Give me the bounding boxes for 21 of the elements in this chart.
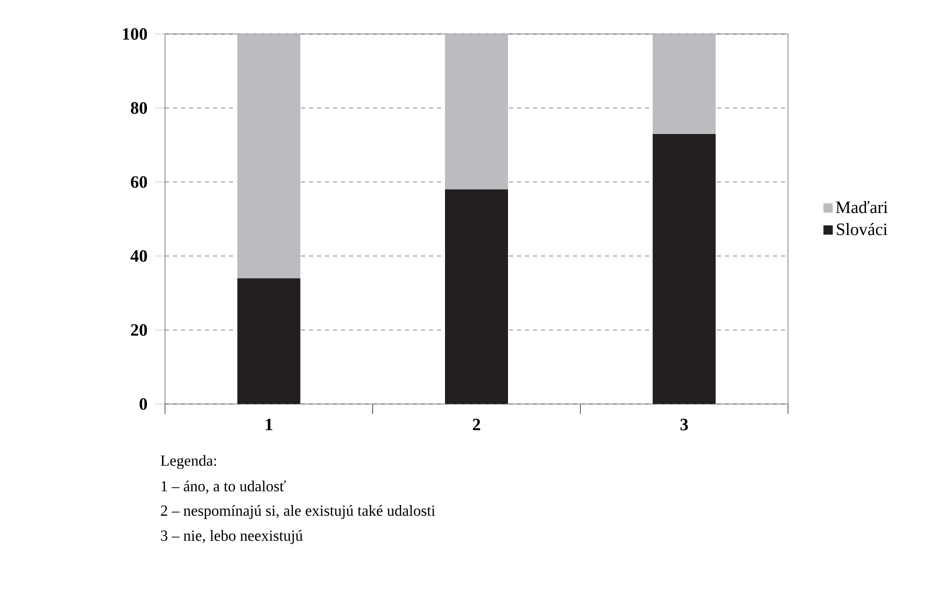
- bar: [445, 34, 508, 190]
- text: 2 – nespomínajú si, ale existujú také udalosti: [160, 505, 436, 519]
- text: Legenda:: [160, 455, 216, 469]
- x-tick-label: 1: [266, 418, 272, 430]
- text: 1 – áno, a to udalosť: [162, 480, 286, 494]
- bar: [237, 278, 300, 404]
- bar: [237, 34, 300, 278]
- text: 3 – nie, lebo neexistujú: [161, 530, 303, 544]
- y-tick-label: 0: [140, 398, 147, 410]
- bar: [445, 189, 508, 404]
- bar: [652, 134, 716, 404]
- y-tick-label: 80: [130, 102, 147, 114]
- x-tick-label: 2: [472, 418, 480, 430]
- y-tick-label: 100: [123, 28, 147, 40]
- y-tick-label: 20: [131, 324, 147, 336]
- y-tick-label: 60: [130, 176, 147, 188]
- legend-label: Slováci: [836, 222, 888, 236]
- legend-label: Maďari: [836, 200, 888, 214]
- bar: [652, 34, 716, 134]
- y-tick-label: 40: [130, 250, 147, 262]
- x-tick-label: 3: [680, 418, 688, 430]
